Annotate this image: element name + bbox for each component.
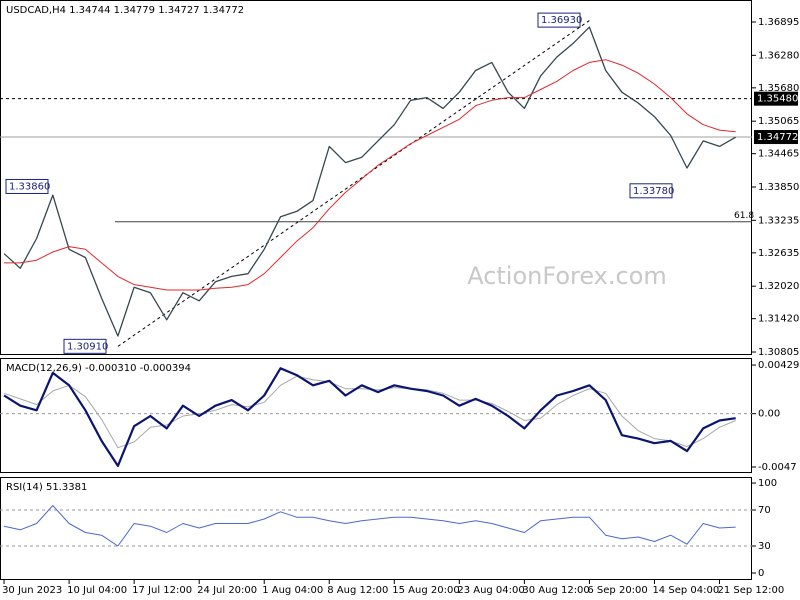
annotation-box — [5, 178, 49, 194]
last-price-box — [754, 130, 798, 145]
x-tick-label: 14 Sep 04:00 — [652, 585, 719, 596]
x-tick-label: 24 Jul 20:00 — [197, 585, 257, 596]
panel-frame — [0, 477, 752, 580]
y-tick-label: 30 — [758, 541, 771, 552]
x-tick-label: 6 Sep 20:00 — [587, 585, 647, 596]
series-line — [4, 59, 736, 291]
y-tick-label: 0.00429 — [758, 360, 799, 371]
level-label: 1.35480 — [757, 94, 798, 105]
y-tick-label: 1.30805 — [758, 347, 799, 358]
y-tick-label: 1.33850 — [758, 182, 799, 193]
y-tick-label: 1.31420 — [758, 314, 799, 325]
x-tick-label: 17 Jul 12:00 — [132, 585, 192, 596]
watermark: ActionForex.com — [467, 262, 667, 290]
annotation-label: 1.36930 — [541, 15, 582, 26]
y-tick-label: 1.36895 — [758, 17, 799, 28]
annotation-label: 1.33780 — [633, 186, 674, 197]
annotation-box — [629, 183, 673, 199]
panel-frame — [0, 358, 752, 473]
x-tick-label: 10 Jul 04:00 — [67, 585, 127, 596]
y-tick-label: 0 — [758, 568, 764, 579]
y-tick-label: 100 — [758, 478, 777, 489]
x-tick-label: 23 Aug 04:00 — [457, 585, 524, 596]
series-line — [3, 26, 737, 337]
y-tick-label: 70 — [758, 505, 771, 516]
last-price-label: 1.34772 — [757, 132, 798, 143]
y-tick-label: 1.34465 — [758, 149, 799, 160]
y-tick-label: 1.35680 — [758, 83, 799, 94]
panel-frame — [0, 0, 752, 355]
annotation-label: 1.33860 — [9, 181, 50, 192]
y-tick-label: 0.00 — [758, 409, 780, 420]
annotation-label: 1.30910 — [67, 341, 108, 352]
y-tick-label: 1.33235 — [758, 215, 799, 226]
x-tick-label: 8 Aug 12:00 — [327, 585, 388, 596]
panel-title: USDCAD,H4 1.34744 1.34779 1.34727 1.3477… — [6, 5, 244, 16]
x-tick-label: 30 Aug 12:00 — [522, 585, 589, 596]
y-tick-label: -0.0047 — [758, 462, 797, 473]
x-tick-label: 1 Aug 04:00 — [262, 585, 323, 596]
level-box — [754, 91, 798, 106]
annotation-box — [63, 338, 107, 354]
series-line — [3, 505, 736, 547]
panel-title: MACD(12,26,9) -0.000310 -0.000394 — [6, 363, 191, 374]
x-tick-label: 30 Jun 2023 — [2, 585, 62, 596]
y-tick-label: 1.35065 — [758, 116, 799, 127]
y-tick-label: 1.32020 — [758, 281, 799, 292]
x-tick-label: 15 Aug 20:00 — [392, 585, 459, 596]
annotation-box — [537, 12, 581, 28]
panel-title: RSI(14) 51.3381 — [6, 482, 87, 493]
y-tick-label: 1.36280 — [758, 50, 799, 61]
x-tick-label: 21 Sep 12:00 — [717, 585, 784, 596]
fibo-label: 61.8 — [734, 211, 754, 221]
y-tick-label: 1.32635 — [758, 248, 799, 259]
series-line — [3, 367, 736, 467]
